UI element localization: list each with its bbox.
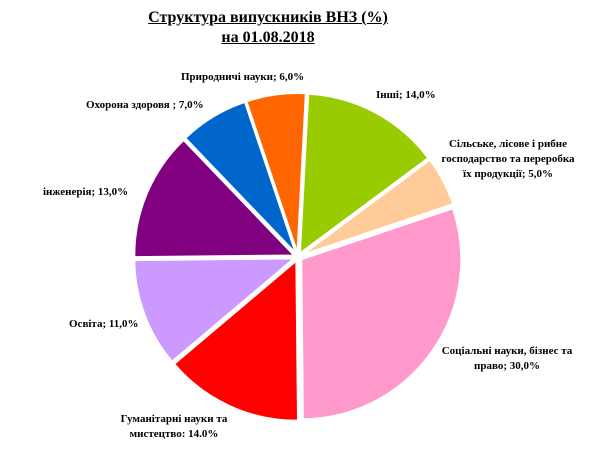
chart-title: Структура випускників ВНЗ (%): [148, 9, 388, 26]
label-social-sciences: Соціальні науки, бізнес та право; 30,0%: [441, 345, 573, 372]
label-engineering: інженерія; 13,0%: [43, 186, 129, 198]
label-education: Освіта; 11,0%: [69, 318, 139, 330]
label-other: Інші; 14,0%: [376, 89, 436, 101]
chart-title-block: Структура випускників ВНЗ (%) на 01.08.2…: [0, 8, 536, 48]
slice-health-care: [183, 100, 297, 255]
slice-engineering: [133, 138, 297, 259]
chart-subtitle: на 01.08.2018: [221, 29, 315, 46]
slice-humanities: [172, 258, 300, 422]
label-natural-sciences: Природничі науки; 6,0%: [181, 71, 305, 83]
slice-education: [133, 257, 298, 364]
slice-agriculture: [300, 158, 455, 257]
label-humanities: Гуманітарні науки та мистецтво: 14.0%: [120, 413, 228, 440]
label-agriculture: Сільське, лісове і рибне господарство та…: [441, 138, 575, 180]
label-health-care: Охорона здоровя ; 7,0%: [86, 99, 204, 111]
slice-social-sciences: [300, 207, 463, 421]
slice-other: [298, 92, 430, 256]
pie-slices: [133, 92, 463, 422]
slice-natural-sciences: [245, 92, 307, 254]
